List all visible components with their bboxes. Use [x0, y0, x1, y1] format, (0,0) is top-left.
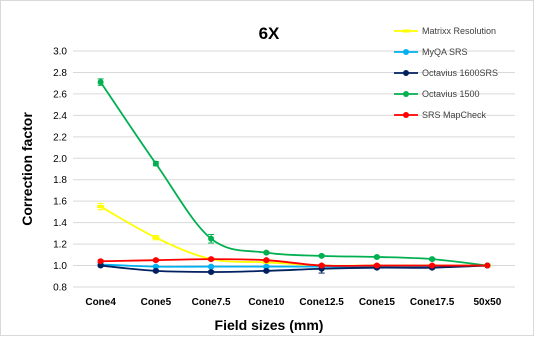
- y-tick-label: 2.4: [53, 111, 67, 122]
- legend-label: MyQA SRS: [422, 47, 468, 57]
- data-point: [97, 79, 104, 86]
- legend-label: SRS MapCheck: [422, 110, 487, 120]
- x-tick-label: Cone10: [248, 297, 285, 308]
- data-point: [429, 256, 436, 263]
- data-point: [373, 262, 380, 269]
- legend-item-0: Matrixx Resolution: [394, 26, 496, 36]
- legend-marker: [403, 70, 409, 76]
- y-tick-label: 1.6: [53, 197, 67, 208]
- y-tick-label: 2.2: [53, 132, 67, 143]
- data-point: [152, 236, 160, 240]
- data-point: [429, 262, 436, 269]
- y-tick-label: 1.8: [53, 175, 67, 186]
- data-point: [152, 263, 159, 270]
- data-point: [208, 256, 215, 263]
- legend-item-4: SRS MapCheck: [394, 110, 487, 120]
- legend-item-1: MyQA SRS: [394, 47, 468, 57]
- series-group: [97, 78, 491, 275]
- series-line: [100, 263, 488, 268]
- legend-label: Matrixx Resolution: [422, 26, 496, 36]
- x-axis-label: Field sizes (mm): [215, 317, 324, 333]
- data-point: [318, 262, 325, 269]
- data-point: [484, 262, 491, 269]
- legend-marker: [403, 112, 409, 118]
- data-point: [152, 267, 159, 274]
- x-tick-label: Cone15: [359, 297, 396, 308]
- data-point: [208, 235, 215, 242]
- y-tick-label: 2.8: [53, 68, 67, 79]
- data-point: [263, 267, 270, 274]
- x-tick-label: Cone12.5: [299, 297, 344, 308]
- x-tick-label: Cone4: [85, 297, 116, 308]
- data-point: [97, 205, 105, 209]
- y-tick-label: 1.0: [53, 261, 67, 272]
- legend-marker: [403, 91, 409, 97]
- data-point: [152, 257, 159, 264]
- y-tick-label: 1.2: [53, 240, 67, 251]
- x-tick-label: 50x50: [473, 297, 501, 308]
- data-point: [208, 268, 215, 275]
- x-tick-label: Cone5: [141, 297, 172, 308]
- series-4: [97, 256, 491, 269]
- data-point: [373, 253, 380, 260]
- y-tick-label: 2.6: [53, 89, 67, 100]
- y-tick-label: 1.4: [53, 218, 67, 229]
- y-tick-label: 3.0: [53, 47, 67, 58]
- data-point: [263, 249, 270, 256]
- data-point: [263, 263, 270, 270]
- series-line: [100, 258, 488, 267]
- data-point: [318, 252, 325, 259]
- y-axis-label: Correction factor: [19, 112, 35, 226]
- data-point: [208, 263, 215, 270]
- x-tick-label: Cone17.5: [410, 297, 455, 308]
- y-axis-ticks: 0.8 1.0 1.2 1.4 1.6 1.8 2.0 2.2 2.4 2.6 2.8 3.0: [53, 47, 67, 294]
- legend-label: Octavius 1500: [422, 89, 480, 99]
- data-point: [97, 258, 104, 265]
- chart-title: 6X: [259, 24, 280, 43]
- gridlines: [73, 50, 515, 288]
- data-point: [263, 257, 270, 264]
- legend-label: Octavius 1600SRS: [422, 68, 498, 78]
- legend-item-3: Octavius 1500: [394, 89, 480, 99]
- legend-marker: [403, 49, 409, 55]
- legend-marker: [402, 29, 410, 33]
- y-tick-label: 0.8: [53, 283, 67, 294]
- y-tick-label: 2.0: [53, 154, 67, 165]
- x-tick-label: Cone7.5: [192, 297, 231, 308]
- series-line: [100, 264, 488, 273]
- data-point: [97, 262, 104, 269]
- legend: Matrixx Resolution MyQA SRS Octavius 1600S…: [394, 26, 498, 120]
- data-point: [152, 160, 159, 167]
- legend-item-2: Octavius 1600SRS: [394, 68, 498, 78]
- x-axis-ticks: Cone4 Cone5 Cone7.5 Cone10 Cone12.5 Cone15 Con…: [85, 297, 501, 308]
